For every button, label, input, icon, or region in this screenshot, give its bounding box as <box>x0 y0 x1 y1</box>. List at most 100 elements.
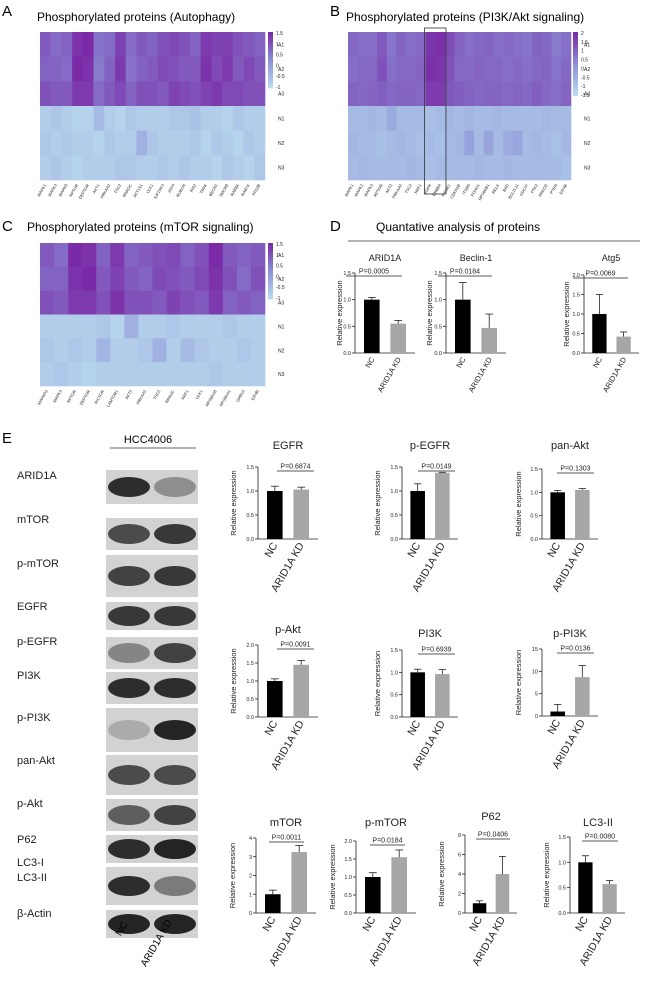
heatmap-cell <box>208 362 224 387</box>
y-tick-label: 4 <box>458 872 461 878</box>
heatmap-cell <box>54 290 69 315</box>
y-tick-label: 0.5 <box>558 886 566 892</box>
heatmap-cell <box>348 130 358 156</box>
colorbar-segment <box>573 88 578 91</box>
p-value-label: P=0.0005 <box>359 269 389 276</box>
heatmap-column-label: RAF1 <box>413 182 423 194</box>
heatmap-cell <box>254 130 266 156</box>
colorbar-segment <box>268 282 273 286</box>
heatmap-cell <box>54 338 69 363</box>
blot-row-label: P62 <box>17 834 37 846</box>
y-axis-label: Relative expression <box>514 650 523 715</box>
heatmap-cell <box>40 266 55 291</box>
heatmap-cell <box>396 155 407 181</box>
heatmap-cell <box>483 106 494 131</box>
colorbar-segment <box>268 85 273 89</box>
heatmap-cell <box>435 106 446 131</box>
heatmap-cell <box>541 81 552 107</box>
blot-band <box>154 678 196 698</box>
heatmap-cell <box>211 155 223 181</box>
colorbar-segment <box>268 55 273 58</box>
heatmap-cell <box>166 266 181 291</box>
heatmap-column-label: ULK1 <box>194 388 204 400</box>
heatmap-cell <box>522 56 533 82</box>
heatmap-cell <box>200 130 212 156</box>
heatmap-cell <box>396 130 407 156</box>
heatmap-cell <box>377 32 388 57</box>
colorbar-tick-label: 2 <box>581 31 584 37</box>
heatmap-column-label: TSC2 <box>403 182 413 194</box>
bar <box>616 336 631 353</box>
blot-band <box>108 566 150 586</box>
heatmap-cell <box>483 130 494 156</box>
colorbar-segment <box>573 48 578 51</box>
y-tick-label: 0 <box>458 911 461 917</box>
heatmap-cell <box>147 81 159 107</box>
colorbar-segment <box>268 243 273 246</box>
blot-band <box>108 524 150 544</box>
heatmap-cell <box>243 106 255 131</box>
heatmap-cell <box>40 130 52 156</box>
heatmap-cell <box>138 338 153 363</box>
heatmap-cell <box>82 338 97 363</box>
colorbar-segment <box>268 294 273 297</box>
heatmap-cell <box>522 155 533 181</box>
bar-chart-title: p-PI3K <box>553 628 587 640</box>
y-axis-label: Relative expression <box>562 281 571 346</box>
panel-d-letter: D <box>330 218 341 235</box>
heatmap-cell <box>386 130 397 156</box>
heatmap-column-label: MAPK3 <box>363 182 374 197</box>
colorbar-segment <box>573 37 578 41</box>
colorbar-segment <box>268 36 273 40</box>
heatmap-cell <box>512 106 523 131</box>
y-axis-label: Relative expression <box>373 651 382 716</box>
heatmap-cell <box>444 106 455 131</box>
colorbar-segment <box>268 62 273 65</box>
heatmap-cell <box>147 130 159 156</box>
heatmap-cell <box>211 106 223 131</box>
y-tick-label: 0.5 <box>390 693 398 699</box>
colorbar-tick-label: -1.5 <box>581 93 590 99</box>
heatmap-cell <box>464 155 475 181</box>
heatmap-cell <box>190 106 202 131</box>
bar-chart-title: Atg5 <box>602 253 621 263</box>
heatmap-cell <box>541 106 552 131</box>
y-tick-label: 1.0 <box>530 490 538 496</box>
heatmap-cell <box>179 155 191 181</box>
heatmap-cell <box>152 362 167 387</box>
heatmap-cell <box>68 362 83 387</box>
heatmap-cell <box>40 362 55 387</box>
heatmap-column-label: DEPTOR <box>77 183 90 200</box>
bar <box>435 472 450 539</box>
heatmap-cell <box>179 130 191 156</box>
heatmap-column-label: RAF1 <box>180 388 190 400</box>
y-tick-label: 0.0 <box>572 351 580 357</box>
y-tick-label: 0.0 <box>343 351 351 357</box>
heatmap-cell <box>396 32 407 57</box>
y-tick-label: 1.0 <box>572 312 580 318</box>
bar-chart-e-p-mtor: p-mTOR 0.0 0.5 1.0 1.5 2.0 Relative expression… <box>328 817 416 968</box>
heatmap-cell <box>54 266 69 291</box>
y-tick-label: 0.0 <box>434 351 442 357</box>
heatmap-cell <box>136 106 148 131</box>
y-tick-label: 2.0 <box>246 643 254 649</box>
heatmap-cell <box>82 362 97 387</box>
blot-row-label: pan-Akt <box>17 755 55 767</box>
heatmap-cell <box>110 314 125 339</box>
heatmap-cell <box>232 56 244 82</box>
heatmap-cell <box>93 130 105 156</box>
heatmap-cell <box>93 56 105 82</box>
heatmap-cell <box>386 106 397 131</box>
heatmap-cell <box>82 56 94 82</box>
heatmap-row-label: A3 <box>278 92 284 98</box>
heatmap-cell <box>493 106 504 131</box>
colorbar-segment <box>268 50 273 54</box>
heatmap-column-label: RRAGC <box>164 389 176 404</box>
heatmap-cell <box>190 81 202 107</box>
heatmap-cell <box>125 130 137 156</box>
heatmap-cell <box>483 81 494 107</box>
colorbar-segment <box>268 60 273 63</box>
heatmap-column-label: MAPK2 <box>353 182 364 197</box>
